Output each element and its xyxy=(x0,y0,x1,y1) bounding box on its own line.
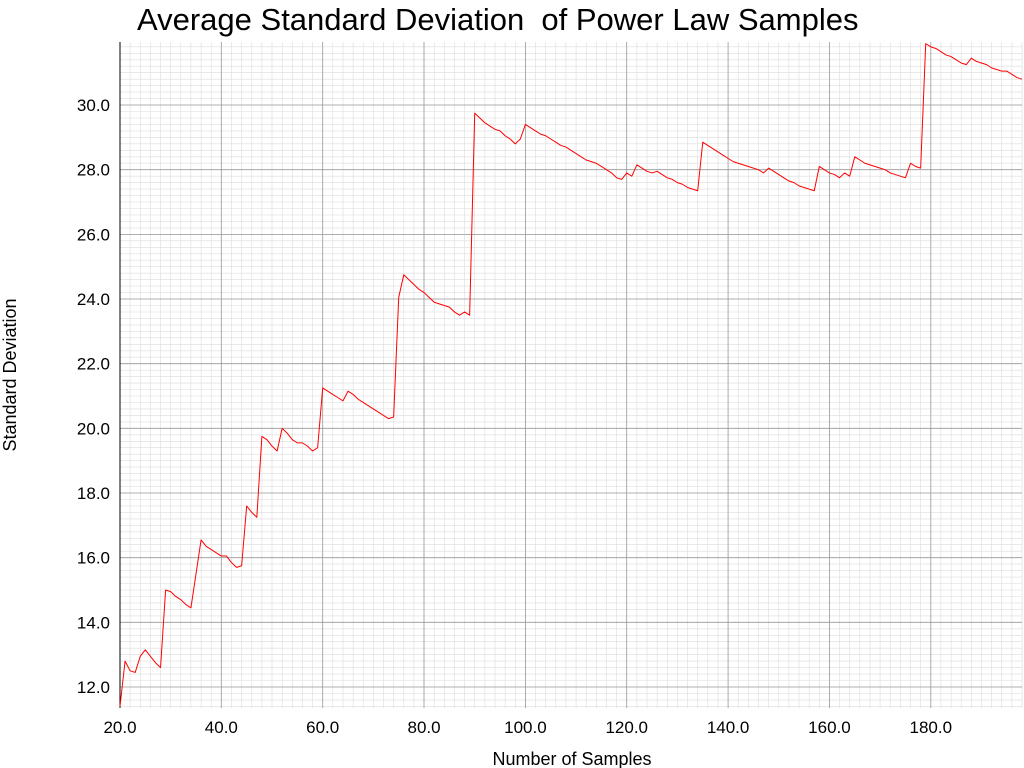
x-tick-labels: 20.0 40.0 60.0 80.0 100.0 120.0 140.0 160.0 180.… xyxy=(103,718,952,737)
x-tick-label: 60.0 xyxy=(306,718,339,737)
x-tick-label: 180.0 xyxy=(910,718,953,737)
y-tick-label: 14.0 xyxy=(77,613,110,632)
y-tick-label: 22.0 xyxy=(77,355,110,374)
x-tick-label: 120.0 xyxy=(605,718,648,737)
series-line xyxy=(119,43,1023,707)
y-tick-label: 16.0 xyxy=(77,549,110,568)
chart-title-text: Average Standard Deviation of Power Law … xyxy=(137,2,859,37)
major-grid xyxy=(119,42,1022,708)
x-tick-label: 100.0 xyxy=(504,718,547,737)
y-tick-label: 24.0 xyxy=(77,290,110,309)
x-tick-label: 40.0 xyxy=(205,718,238,737)
x-tick-label: 20.0 xyxy=(103,718,136,737)
y-tick-label: 12.0 xyxy=(77,678,110,697)
y-tick-label: 26.0 xyxy=(77,225,110,244)
y-tick-label: 20.0 xyxy=(77,419,110,438)
x-tick-label: 80.0 xyxy=(407,718,440,737)
y-tick-label: 30.0 xyxy=(77,96,110,115)
minor-grid xyxy=(119,42,1023,708)
x-tick-label: 140.0 xyxy=(707,718,750,737)
y-tick-label: 28.0 xyxy=(77,161,110,180)
series-layer xyxy=(119,43,1023,707)
y-tick-label: 18.0 xyxy=(77,484,110,503)
x-axis-label: Number of Samples xyxy=(492,749,651,768)
y-axis-label: Standard Deviation xyxy=(0,298,20,451)
y-tick-labels: 12.0 14.0 16.0 18.0 20.0 22.0 24.0 26.0 28.0 30.0 xyxy=(77,96,110,697)
x-tick-label: 160.0 xyxy=(808,718,851,737)
